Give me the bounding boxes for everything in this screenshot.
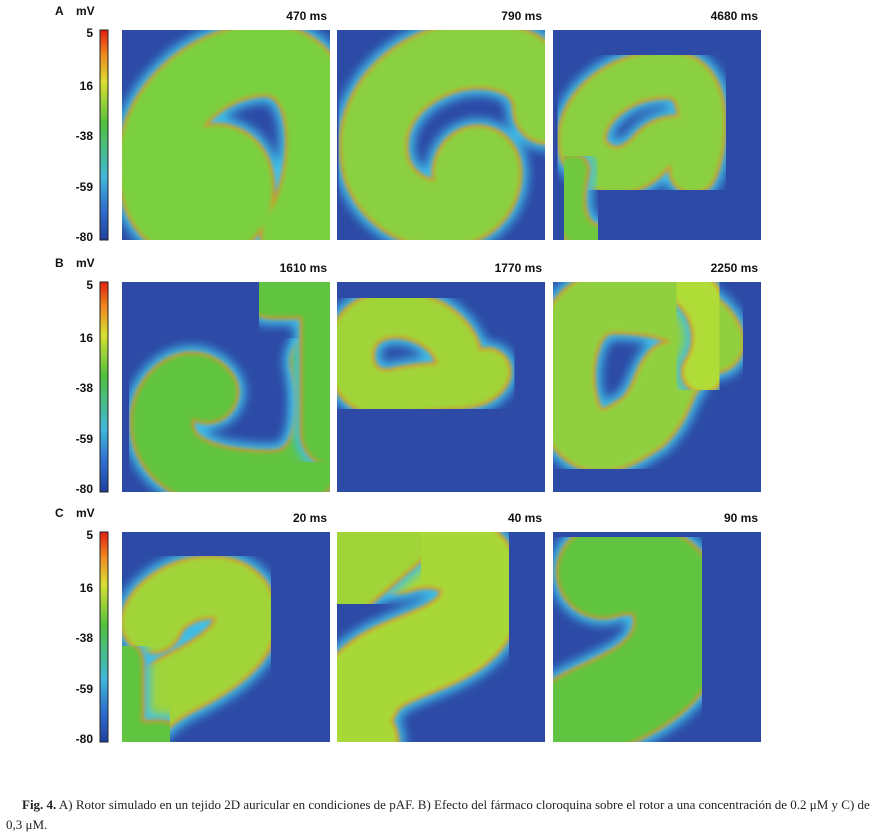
scale-label: -80: [76, 230, 94, 244]
caption: Fig. 4. A) Rotor simulado en un tejido 2…: [6, 795, 876, 835]
scale-label: 5: [86, 278, 93, 292]
simulation-frame: [337, 30, 545, 240]
time-label: 1610 ms: [280, 261, 328, 275]
unit-label: mV: [76, 4, 95, 18]
simulation-frame: [122, 30, 330, 240]
unit-label: mV: [76, 256, 95, 270]
wave: [337, 30, 545, 240]
simulation-frame: [337, 532, 545, 742]
wave: [553, 44, 733, 240]
panel-label: B: [55, 256, 64, 270]
scale-label: -80: [76, 482, 94, 496]
wave: [337, 532, 531, 742]
scale-label: 16: [80, 79, 94, 93]
wave: [553, 282, 751, 479]
wave-body: [337, 532, 523, 742]
color-bar: [99, 281, 109, 493]
simulation-frame: [553, 532, 761, 742]
unit-label: mV: [76, 506, 95, 520]
scale-label: -38: [76, 381, 94, 395]
caption-label: Fig. 4.: [22, 797, 57, 812]
wave-body: [337, 532, 454, 622]
simulation-frame: [337, 282, 545, 492]
scale-label: 5: [86, 26, 93, 40]
wave: [122, 549, 284, 742]
scale-label: -80: [76, 732, 94, 746]
wave: [122, 30, 330, 240]
simulation-frame: [122, 532, 330, 742]
wave-body: [559, 52, 725, 194]
color-bar: [99, 531, 109, 743]
color-bar: [99, 29, 109, 241]
scale-label: 16: [80, 331, 94, 345]
time-label: 470 ms: [286, 9, 327, 23]
scale-label: -38: [76, 129, 94, 143]
panel-label: C: [55, 506, 64, 520]
wave-body: [553, 282, 743, 471]
panel-label: A: [55, 4, 64, 18]
scale-label: -38: [76, 631, 94, 645]
wave: [123, 282, 330, 492]
wave-body: [663, 282, 734, 392]
wave: [337, 283, 518, 492]
scale-label: -59: [76, 682, 94, 696]
scale-label: 16: [80, 581, 94, 595]
time-label: 1770 ms: [495, 261, 543, 275]
wave-body: [554, 155, 608, 240]
time-label: 2250 ms: [711, 261, 759, 275]
scale-label: -59: [76, 180, 94, 194]
scale-label: 5: [86, 528, 93, 542]
scale-label: -59: [76, 432, 94, 446]
simulation-frame: [553, 30, 761, 240]
wave-body: [122, 30, 330, 240]
wave-body: [553, 532, 726, 742]
time-label: 790 ms: [501, 9, 542, 23]
simulation-frame: [553, 282, 761, 492]
caption-text: A) Rotor simulado en un tejido 2D auricu…: [6, 797, 870, 832]
time-label: 90 ms: [724, 511, 758, 525]
wave: [553, 532, 734, 742]
time-label: 40 ms: [508, 511, 542, 525]
time-label: 4680 ms: [711, 9, 759, 23]
wave-body: [341, 30, 545, 240]
simulation-frame: [122, 282, 330, 492]
time-label: 20 ms: [293, 511, 327, 525]
